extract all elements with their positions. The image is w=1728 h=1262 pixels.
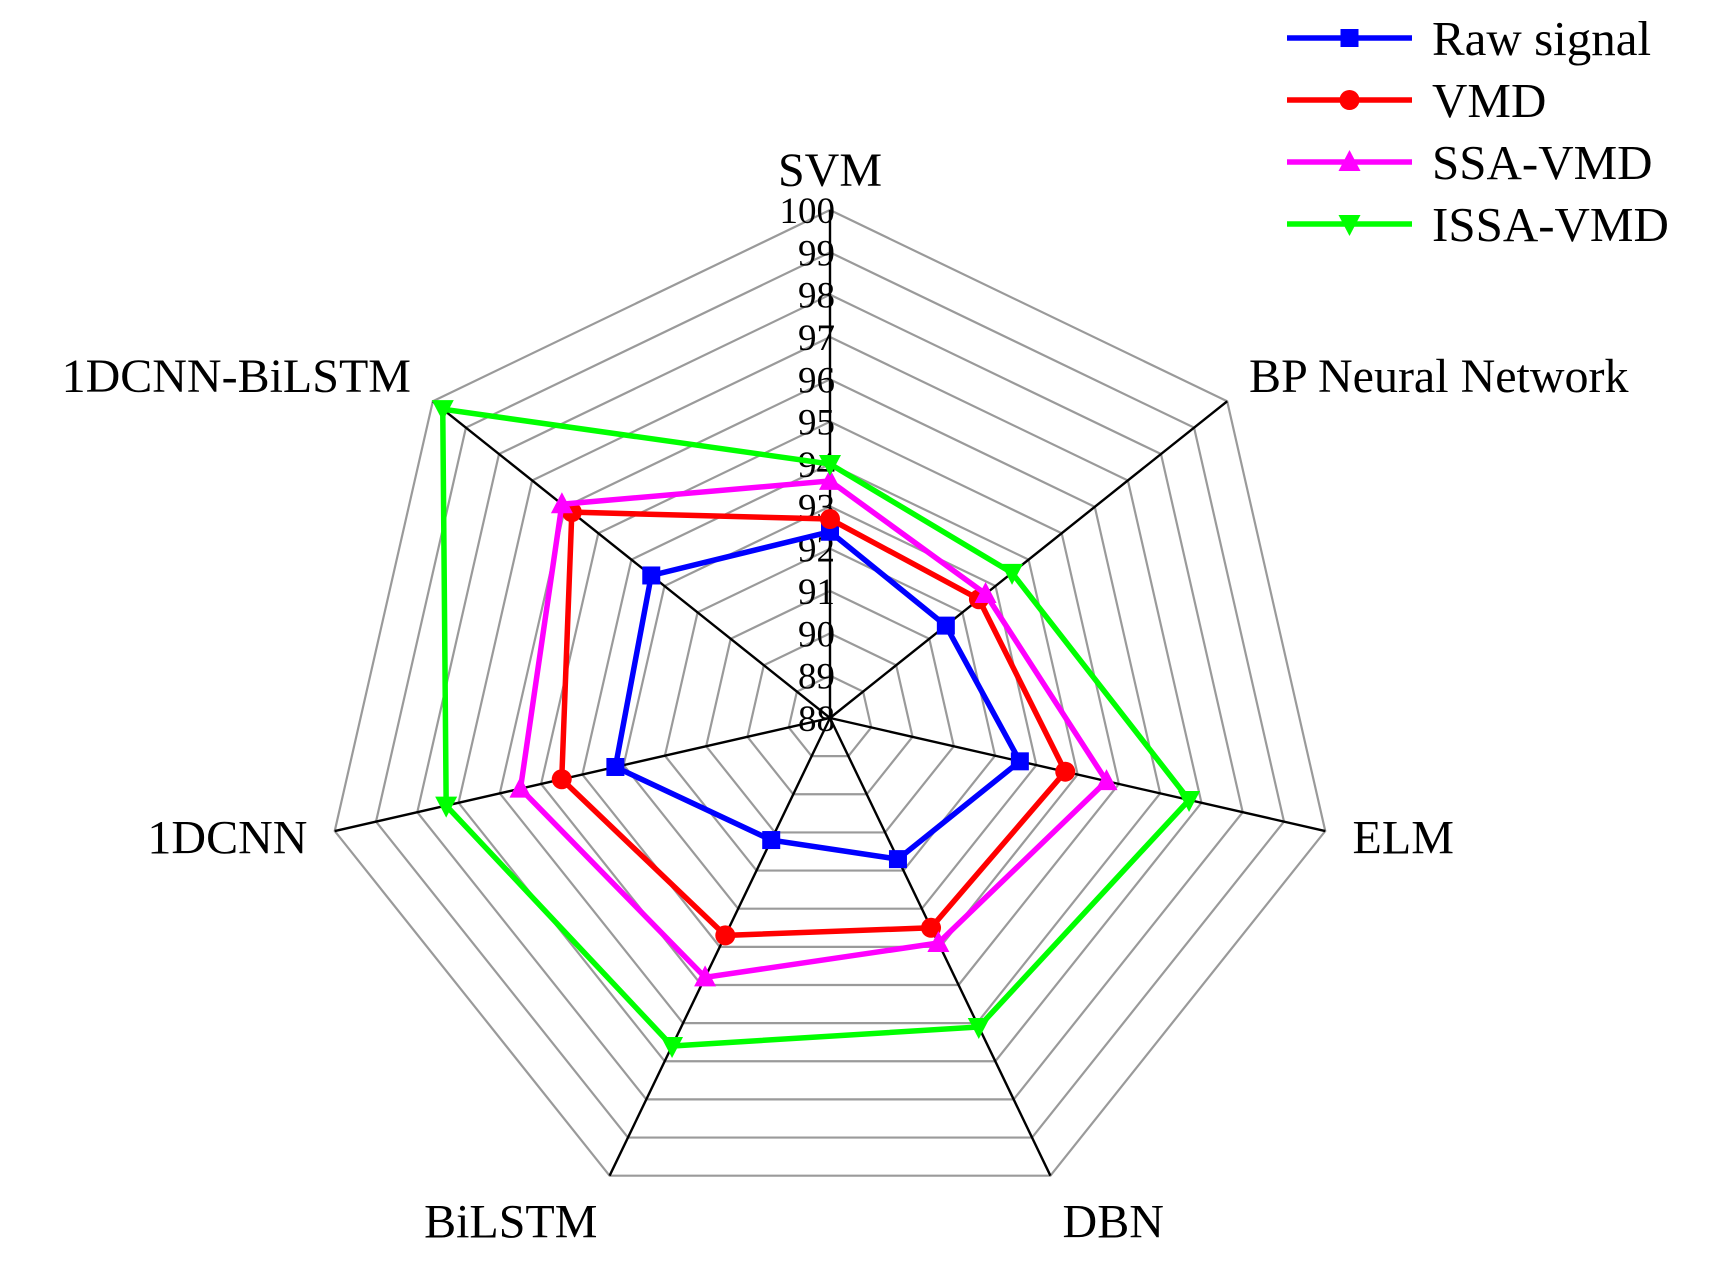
legend-item-ssa-vmd: SSA-VMD [1287,135,1653,190]
tick-label-98: 98 [798,276,835,317]
point-ssa-vmd-svm [819,468,841,490]
point-raw-signal-elm [1010,752,1029,771]
series-vmd [551,502,1076,946]
axis-label-bilstm: BiLSTM [424,1196,597,1249]
tick-label-100: 100 [780,191,836,232]
series-line-vmd [558,509,1069,939]
tick-label-89: 89 [798,657,835,698]
point-issa-vmd-bilstm [661,1037,684,1059]
point-issa-vmd-1dcnn [435,796,458,818]
point-vmd-svm [820,509,840,530]
series-ssa-vmd [509,468,1118,987]
grid-ring-92 [663,547,997,872]
grid-ring-97 [457,335,1203,1063]
point-issa-vmd-svm [819,455,841,476]
series-line-raw-signal [612,528,1024,863]
series-line-issa-vmd [439,406,1193,1049]
tick-label-88: 88 [798,699,835,740]
tick-label-96: 96 [798,360,835,401]
tick-label-97: 97 [798,318,835,359]
point-vmd-bilstm [715,925,736,946]
point-raw-signal-1dcnn [606,757,625,776]
point-vmd-dbn [921,917,942,938]
point-issa-vmd-dbn [967,1017,990,1039]
axis-label-svm: SVM [778,144,882,197]
axis-label-elm: ELM [1353,811,1454,864]
spoke-elm [829,716,1326,833]
spoke-1dcnn-bilstm [432,400,831,719]
tick-label-95: 95 [798,403,835,444]
legend-label-ssa-vmd: SSA-VMD [1432,135,1653,190]
point-ssa-vmd-bilstm [694,965,717,987]
grid-ring-90 [746,632,914,796]
legend-label-vmd: VMD [1432,73,1546,128]
point-ssa-vmd-dbn [927,931,950,953]
axis-label-bp-neural-network: BP Neural Network [1249,350,1628,403]
point-vmd-elm [1055,761,1076,782]
legend-label-raw-signal: Raw signal [1432,11,1651,66]
legend-marker-vmd [1339,90,1360,110]
radar-grid [333,208,1327,1177]
grid-ring-91 [704,589,956,834]
legend-marker-raw-signal [1340,29,1359,47]
point-vmd-1dcnn [551,769,572,790]
series-line-ssa-vmd [517,478,1111,981]
series-issa-vmd [431,400,1201,1059]
spoke-1dcnn [334,716,831,833]
tick-label-90: 90 [798,614,835,655]
point-issa-vmd-1dcnn-bilstm [431,400,454,422]
legend-item-issa-vmd: ISSA-VMD [1287,197,1669,252]
spoke-bilstm [608,717,832,1177]
legend-item-vmd: VMD [1287,73,1546,128]
spoke-bp-neural-network [829,400,1228,719]
point-ssa-vmd-elm [1095,769,1118,791]
grid-ring-94 [581,462,1079,948]
axis-labels: SVM BP Neural Network ELM DBN BiLSTM 1DCNN 1DC… [62,144,1629,1249]
grid-ring-99 [374,251,1286,1139]
tick-label-99: 99 [798,233,835,274]
point-raw-signal-dbn [888,850,907,869]
axis-label-1dcnn: 1DCNN [147,811,307,864]
grid-ring-89 [787,674,873,758]
point-raw-signal-bp-neural-network [936,616,955,635]
point-raw-signal-1dcnn-bilstm [642,566,661,585]
series-raw-signal [606,522,1029,869]
legend-marker-ssa-vmd [1338,150,1361,171]
legend-marker-issa-vmd [1338,215,1361,236]
legend-label-issa-vmd: ISSA-VMD [1432,197,1669,252]
data-series [431,400,1201,1059]
grid-ring-98 [416,293,1244,1101]
point-ssa-vmd-1dcnn [509,776,532,798]
grid-ring-95 [539,420,1121,987]
point-issa-vmd-elm [1178,790,1201,812]
point-ssa-vmd-1dcnn-bilstm [550,492,573,514]
tick-label-91: 91 [798,572,835,613]
grid-ring-100 [333,208,1327,1177]
axis-label-1dcnn-bilstm: 1DCNN-BiLSTM [62,350,411,403]
point-ssa-vmd-bp-neural-network [974,581,997,603]
point-raw-signal-bilstm [762,831,781,850]
legend: Raw signal VMD SSA-VMD ISSA-VMD [1287,11,1669,252]
legend-item-raw-signal: Raw signal [1287,11,1651,66]
point-issa-vmd-bp-neural-network [1001,563,1024,585]
axis-label-dbn: DBN [1063,1196,1164,1249]
